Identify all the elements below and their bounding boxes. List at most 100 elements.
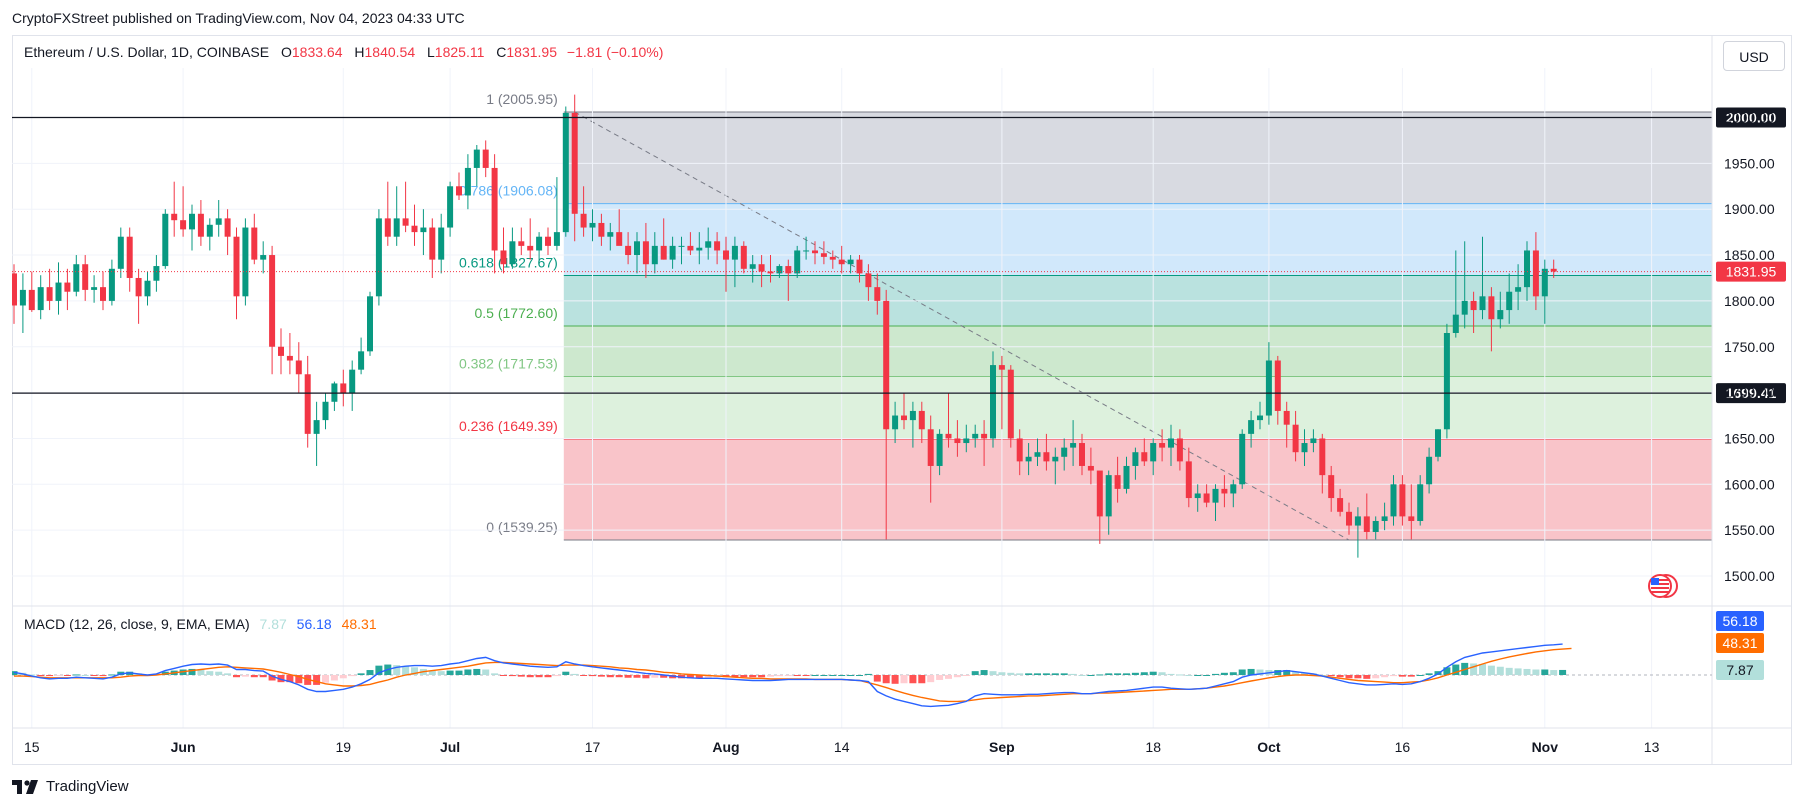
candle-body: [740, 245, 747, 269]
candle-body: [1452, 314, 1459, 333]
macd-histogram-bar: [1087, 675, 1095, 676]
candle-body: [598, 222, 605, 237]
candle-body: [856, 259, 863, 274]
candle-body: [1337, 498, 1344, 512]
time-tick-label: Nov: [1532, 739, 1559, 755]
candle-body: [545, 236, 551, 246]
brand-name: TradingView: [46, 778, 129, 795]
candle-body: [1221, 488, 1228, 494]
price-tick-label: 1550.00: [1724, 522, 1775, 538]
candle-body: [278, 346, 284, 356]
macd-histogram-bar: [393, 665, 401, 675]
macd-histogram-bar: [322, 675, 329, 683]
price-tick-label: 1950.00: [1724, 155, 1775, 171]
macd-histogram-bar: [295, 675, 303, 684]
candle-body: [402, 218, 409, 226]
candle-body: [812, 250, 818, 254]
candle-body: [1239, 433, 1246, 485]
horizontal-line-tag: [1716, 107, 1786, 128]
horizontal-lines[interactable]: 2000.00 1699.41: [12, 107, 1786, 404]
macd-histogram-bar: [962, 675, 970, 676]
candle-body: [776, 266, 783, 274]
candle-body: [1096, 470, 1103, 517]
candle-body: [625, 245, 632, 256]
candle-body: [251, 227, 258, 260]
macd-histogram-bar: [1532, 669, 1540, 675]
publisher-line: CryptoFXStreet published on TradingView.…: [12, 10, 465, 26]
time-tick-label: 14: [834, 739, 850, 755]
macd-histogram-bar: [829, 675, 837, 676]
candle-body: [1176, 438, 1183, 462]
candle-body: [1346, 511, 1352, 526]
grid: [12, 68, 1712, 728]
candle-body: [108, 268, 115, 301]
price-tick-label: 1500.00: [1724, 568, 1775, 584]
macd-histogram-bar: [1203, 675, 1211, 676]
low-label: L: [427, 44, 435, 60]
candle-body: [1114, 475, 1121, 489]
horizontal-line-price: 2000.00: [1726, 110, 1777, 126]
candle-body: [411, 225, 418, 233]
macd-histogram-bar: [1407, 675, 1415, 677]
candle-body: [1194, 493, 1201, 499]
candle-body: [1461, 300, 1468, 315]
candle-body: [527, 245, 534, 251]
macd-histogram-bar: [99, 675, 107, 677]
candle-body: [1123, 465, 1130, 489]
macd-histogram-bar: [642, 675, 650, 679]
macd-histogram-bar: [313, 675, 321, 685]
macd-histogram-bar: [1025, 673, 1033, 675]
macd-axis-macd-value-tag: [1716, 611, 1764, 631]
macd-histogram-bar: [909, 675, 917, 684]
time-tick-label: 13: [1644, 739, 1660, 755]
macd-histogram-bar: [411, 667, 418, 675]
macd-histogram-bar: [989, 671, 997, 675]
last-price-value: 1831.95: [1726, 264, 1777, 280]
price-axis[interactable]: 1500.00 1550.00 1600.00 1650.00 1700.00 1750.…: [12, 36, 1792, 764]
candle-body: [847, 259, 854, 265]
macd-histogram-bar: [811, 675, 819, 676]
fibonacci-retracement[interactable]: 1 (2005.95) 0.786 (1906.08) 0.618 (1827.67…: [459, 91, 1712, 541]
candle-body: [945, 433, 952, 439]
macd-histogram-bar: [1256, 669, 1264, 675]
candle-body: [1319, 438, 1326, 476]
candle-body: [1016, 438, 1023, 462]
price-tick-label: 1750.00: [1724, 339, 1775, 355]
macd-histogram-bar: [1487, 665, 1495, 675]
macd-histogram-bar: [366, 670, 374, 675]
macd-histogram-bar: [259, 675, 267, 678]
flag-stripe: [1651, 579, 1669, 581]
time-axis[interactable]: 15 Jun 19 Jul 17 Aug 14 Sep 18 Oct 16 Nov 13: [12, 727, 1792, 755]
candle-body: [1443, 332, 1450, 430]
candle-body: [1025, 456, 1032, 462]
horizontal-line-tag: [1716, 383, 1786, 404]
candle-body: [1159, 443, 1166, 448]
currency-button[interactable]: USD: [1723, 41, 1785, 71]
macd-histogram-bar: [927, 675, 935, 683]
macd-histogram-bar: [544, 675, 552, 678]
candle-body: [714, 241, 721, 251]
macd-histogram-bar: [108, 674, 116, 676]
macd-histogram-bar: [526, 675, 534, 678]
us-flag-icon[interactable]: [1648, 574, 1678, 598]
tradingview-brand[interactable]: TradingView: [12, 778, 129, 795]
candle-body: [954, 438, 961, 444]
flag-stripe: [1651, 587, 1669, 589]
macd-histogram-bar: [553, 675, 561, 677]
macd-histogram-bar: [1301, 672, 1308, 675]
candle-body: [918, 410, 925, 430]
macd-histogram-bar: [606, 675, 614, 678]
macd-histogram-bar: [1149, 671, 1157, 675]
macd-histogram-bar: [233, 675, 240, 678]
candle-body: [1301, 443, 1308, 453]
macd-histogram-bar: [1470, 663, 1478, 675]
symbol-legend: Ethereum / U.S. Dollar, 1D, COINBASE O18…: [24, 44, 663, 60]
macd-histogram-bar: [758, 675, 766, 678]
candle-body: [1212, 488, 1219, 503]
macd-histogram-bar: [1131, 672, 1139, 675]
macd-histogram-bar: [1194, 675, 1202, 676]
candle-body: [135, 277, 142, 297]
candle-body: [1541, 268, 1548, 297]
candle-body: [1132, 452, 1139, 466]
